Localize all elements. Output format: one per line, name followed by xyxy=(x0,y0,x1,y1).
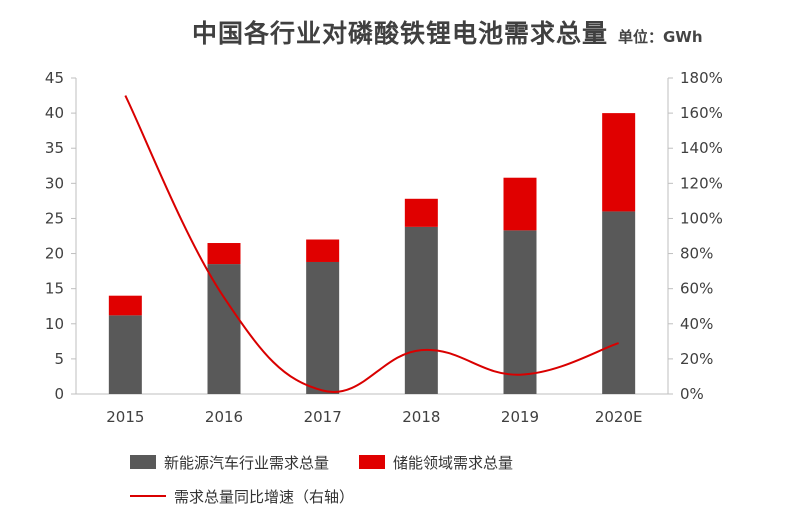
legend-label-ev: 新能源汽车行业需求总量 xyxy=(164,453,330,472)
y-right-tick-label: 0% xyxy=(680,385,704,403)
y-left-tick-label: 10 xyxy=(45,315,64,333)
chart-title: 中国各行业对磷酸铁锂电池需求总量 xyxy=(191,19,608,48)
bar-ev-demand xyxy=(108,315,142,394)
bar-storage-demand xyxy=(404,198,438,227)
y-left-tick-label: 40 xyxy=(45,104,64,122)
y-left-tick-label: 5 xyxy=(54,350,64,368)
bar-storage-demand xyxy=(108,295,142,316)
y-left-tick-label: 35 xyxy=(45,139,64,157)
y-right-tick-label: 140% xyxy=(680,139,723,157)
y-right-tick-label: 100% xyxy=(680,209,723,227)
chart-unit-label: 单位：GWh xyxy=(618,28,703,46)
x-tick-label: 2018 xyxy=(402,408,440,426)
legend-swatch-growth xyxy=(130,495,166,497)
x-tick-label: 2019 xyxy=(501,408,539,426)
growth-rate-line xyxy=(124,95,619,393)
y-left-tick-label: 45 xyxy=(45,69,64,87)
legend-item-ev: 新能源汽车行业需求总量 xyxy=(130,452,329,473)
bar-ev-demand xyxy=(602,211,636,394)
bar-storage-demand xyxy=(207,243,241,265)
x-tick-label: 2016 xyxy=(205,408,243,426)
bar-ev-demand xyxy=(306,261,340,394)
legend-swatch-ev xyxy=(130,455,156,469)
y-right-tick-label: 20% xyxy=(680,350,713,368)
bar-storage-demand xyxy=(503,177,537,231)
y-left-tick-label: 15 xyxy=(45,280,64,298)
y-right-tick-label: 60% xyxy=(680,280,713,298)
bar-ev-demand xyxy=(404,226,438,394)
x-tick-label: 2020E xyxy=(595,408,643,426)
y-right-tick-label: 180% xyxy=(680,69,723,87)
legend-swatch-storage xyxy=(359,455,386,469)
x-tick-label: 2015 xyxy=(106,408,144,426)
bar-ev-demand xyxy=(503,230,537,394)
y-right-tick-label: 120% xyxy=(680,174,723,192)
x-tick-label: 2017 xyxy=(304,408,342,426)
y-left-tick-label: 25 xyxy=(45,209,64,227)
y-right-tick-label: 80% xyxy=(680,245,713,263)
legend-label-storage: 储能领域需求总量 xyxy=(393,453,514,472)
y-right-tick-label: 40% xyxy=(680,315,713,333)
bar-storage-demand xyxy=(306,239,340,262)
chart-title-container: 中国各行业对磷酸铁锂电池需求总量 xyxy=(0,14,800,50)
y-left-tick-label: 0 xyxy=(54,385,64,403)
y-right-tick-label: 160% xyxy=(680,104,723,122)
legend-item-storage: 储能领域需求总量 xyxy=(359,452,513,473)
y-left-tick-label: 20 xyxy=(45,245,64,263)
bar-storage-demand xyxy=(602,113,636,212)
y-left-tick-label: 30 xyxy=(45,174,64,192)
legend-item-growth: 需求总量同比增速（右轴） xyxy=(130,486,354,507)
legend-label-growth: 需求总量同比增速（右轴） xyxy=(174,487,355,506)
legend: 新能源汽车行业需求总量 储能领域需求总量 需求总量同比增速（右轴） xyxy=(130,445,543,513)
bar-ev-demand xyxy=(207,264,241,394)
